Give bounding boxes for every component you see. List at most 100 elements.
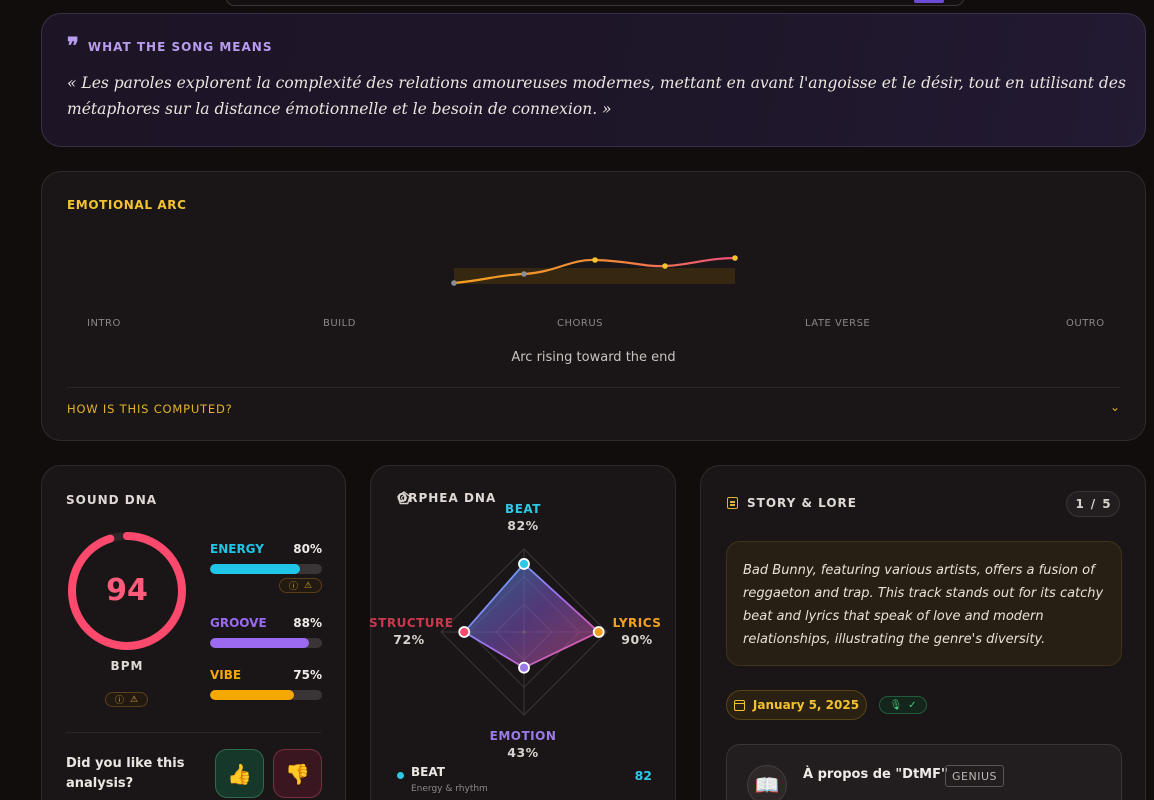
radar-area [462, 562, 601, 669]
axis-percent: 90% [621, 632, 653, 647]
arc-summary: Arc rising toward the end [511, 350, 676, 365]
radar-point-beat [518, 558, 530, 570]
metric-fill [210, 564, 300, 574]
legend-value: 82 [634, 768, 652, 783]
thumbs-up-button[interactable]: 👍 [215, 749, 264, 798]
chevron-down-icon[interactable]: ⌄ [1109, 400, 1120, 414]
check-icon: ✓ [908, 699, 917, 711]
arc-stage-label: CHORUS [557, 318, 603, 329]
metric-fill [210, 638, 309, 648]
search-submit-pill[interactable] [914, 0, 944, 3]
book-avatar-icon: 📖 [747, 765, 787, 800]
date-text: January 5, 2025 [752, 698, 860, 712]
arc-stage-label: OUTRO [1066, 318, 1105, 329]
divider [66, 732, 321, 733]
radar-axis-lyrics: LYRICS 90% [607, 616, 667, 647]
metric-vibe: VIBE 75% [210, 668, 322, 700]
axis-name: EMOTION [489, 729, 557, 743]
song-meaning-header: ❞ WHAT THE SONG MEANS [67, 35, 273, 57]
energy-info-badge[interactable]: ⓘ ⚠ [279, 578, 322, 593]
pentagon-icon [397, 491, 411, 505]
date-badge: January 5, 2025 [726, 690, 867, 720]
radar-point-lyrics [592, 626, 605, 638]
story-lore-title: STORY & LORE [747, 496, 857, 510]
arc-point-outro [732, 255, 738, 261]
radar-chart [440, 548, 608, 716]
orphea-dna-title: ORPHEA DNA [397, 491, 497, 505]
radar-point-structure [458, 626, 471, 638]
legend-description: Energy & rhythm [411, 784, 488, 794]
genius-tag: GENIUS [945, 765, 1004, 787]
legend-dot [397, 772, 404, 779]
metric-percent: 80% [293, 542, 322, 556]
story-lore-header: STORY & LORE [727, 496, 857, 510]
axis-percent: 43% [507, 745, 539, 760]
radar-axis-emotion: EMOTION 43% [483, 729, 563, 760]
metric-track [210, 638, 322, 648]
page-current: 1 [1075, 497, 1084, 511]
microphone-icon: 🎙 [889, 699, 903, 711]
story-lore-card: STORY & LORE 1 / 5 Bad Bunny, featuring … [700, 465, 1146, 800]
emotional-arc-title: EMOTIONAL ARC [67, 198, 187, 212]
axis-percent: 82% [507, 518, 539, 533]
sound-dna-card: SOUND DNA 94 BPM ⓘ ⚠ ENERGY 80% ⓘ ⚠ GROOVE… [41, 465, 346, 800]
arc-point-chorus [592, 257, 598, 263]
arc-point-late-verse [662, 263, 668, 269]
thumbs-down-button[interactable]: 👎 [273, 749, 322, 798]
genius-card[interactable]: 📖 À propos de "DtMF" GENIUS [726, 744, 1122, 800]
emotional-arc-chart [451, 255, 738, 286]
sound-dna-title: SOUND DNA [66, 493, 158, 507]
bpm-label: BPM [110, 659, 144, 673]
top-search-bar[interactable] [225, 0, 965, 6]
legend-name: BEAT [411, 765, 445, 779]
divider [67, 387, 1120, 388]
lore-text: Bad Bunny, featuring various artists, of… [726, 541, 1122, 666]
arc-stage-label: BUILD [323, 318, 356, 329]
warning-icon: ⚠ [303, 580, 313, 591]
song-meaning-text: « Les paroles explorent la complexité de… [67, 74, 1126, 118]
calendar-icon [733, 699, 745, 711]
axis-name: STRUCTURE [369, 616, 454, 630]
radar-point-emotion [518, 661, 530, 674]
metric-fill [210, 690, 294, 700]
arc-point-build [521, 271, 527, 277]
metric-percent: 75% [293, 668, 322, 682]
metric-percent: 88% [293, 616, 322, 630]
song-meaning-title: WHAT THE SONG MEANS [87, 40, 273, 54]
book-icon [727, 497, 738, 509]
metric-name: VIBE [210, 668, 242, 682]
radar-center [522, 630, 526, 634]
page-separator: / [1090, 497, 1096, 511]
thumbs-up-icon: 👍 [227, 761, 252, 786]
page-total: 5 [1102, 497, 1111, 511]
warning-icon: ⚠ [129, 694, 139, 705]
bpm-ring: 94 [66, 530, 188, 652]
axis-name: BEAT [505, 502, 541, 516]
info-icon: ⓘ [288, 582, 298, 592]
radar-axis-beat: BEAT 82% [493, 502, 553, 533]
metric-groove: GROOVE 88% [210, 616, 322, 648]
thumbs-down-icon: 👎 [285, 761, 310, 786]
how-computed-toggle[interactable]: HOW IS THIS COMPUTED? [67, 402, 233, 416]
bpm-ring-progress [68, 532, 186, 650]
verified-badge: 🎙 ✓ [879, 696, 927, 714]
bpm-info-badge[interactable]: ⓘ ⚠ [105, 692, 148, 707]
story-pager[interactable]: 1 / 5 [1066, 491, 1120, 517]
metric-track [210, 564, 322, 574]
orphea-dna-card: ORPHEA DNA BEAT 82% LYRICS 90% EMOTION 43% … [369, 465, 676, 800]
metric-name: ENERGY [210, 542, 264, 556]
info-icon: ⓘ [114, 696, 124, 706]
song-meaning-card: ❞ WHAT THE SONG MEANS « Les paroles expl… [41, 13, 1146, 147]
feedback-question: Did you like this analysis? [66, 756, 185, 791]
bpm-value: 94 [106, 573, 148, 608]
orphea-dna-header: ORPHEA DNA [397, 491, 496, 505]
metric-track [210, 690, 322, 700]
metric-name: GROOVE [210, 616, 267, 630]
arc-point-intro [451, 280, 457, 286]
radar-axis-structure: STRUCTURE 72% [369, 616, 454, 647]
metric-energy: ENERGY 80% [210, 542, 322, 574]
arc-stage-label: INTRO [87, 318, 121, 329]
arc-stage-label: LATE VERSE [805, 318, 871, 329]
axis-percent: 72% [393, 632, 425, 647]
axis-name: LYRICS [612, 616, 662, 630]
